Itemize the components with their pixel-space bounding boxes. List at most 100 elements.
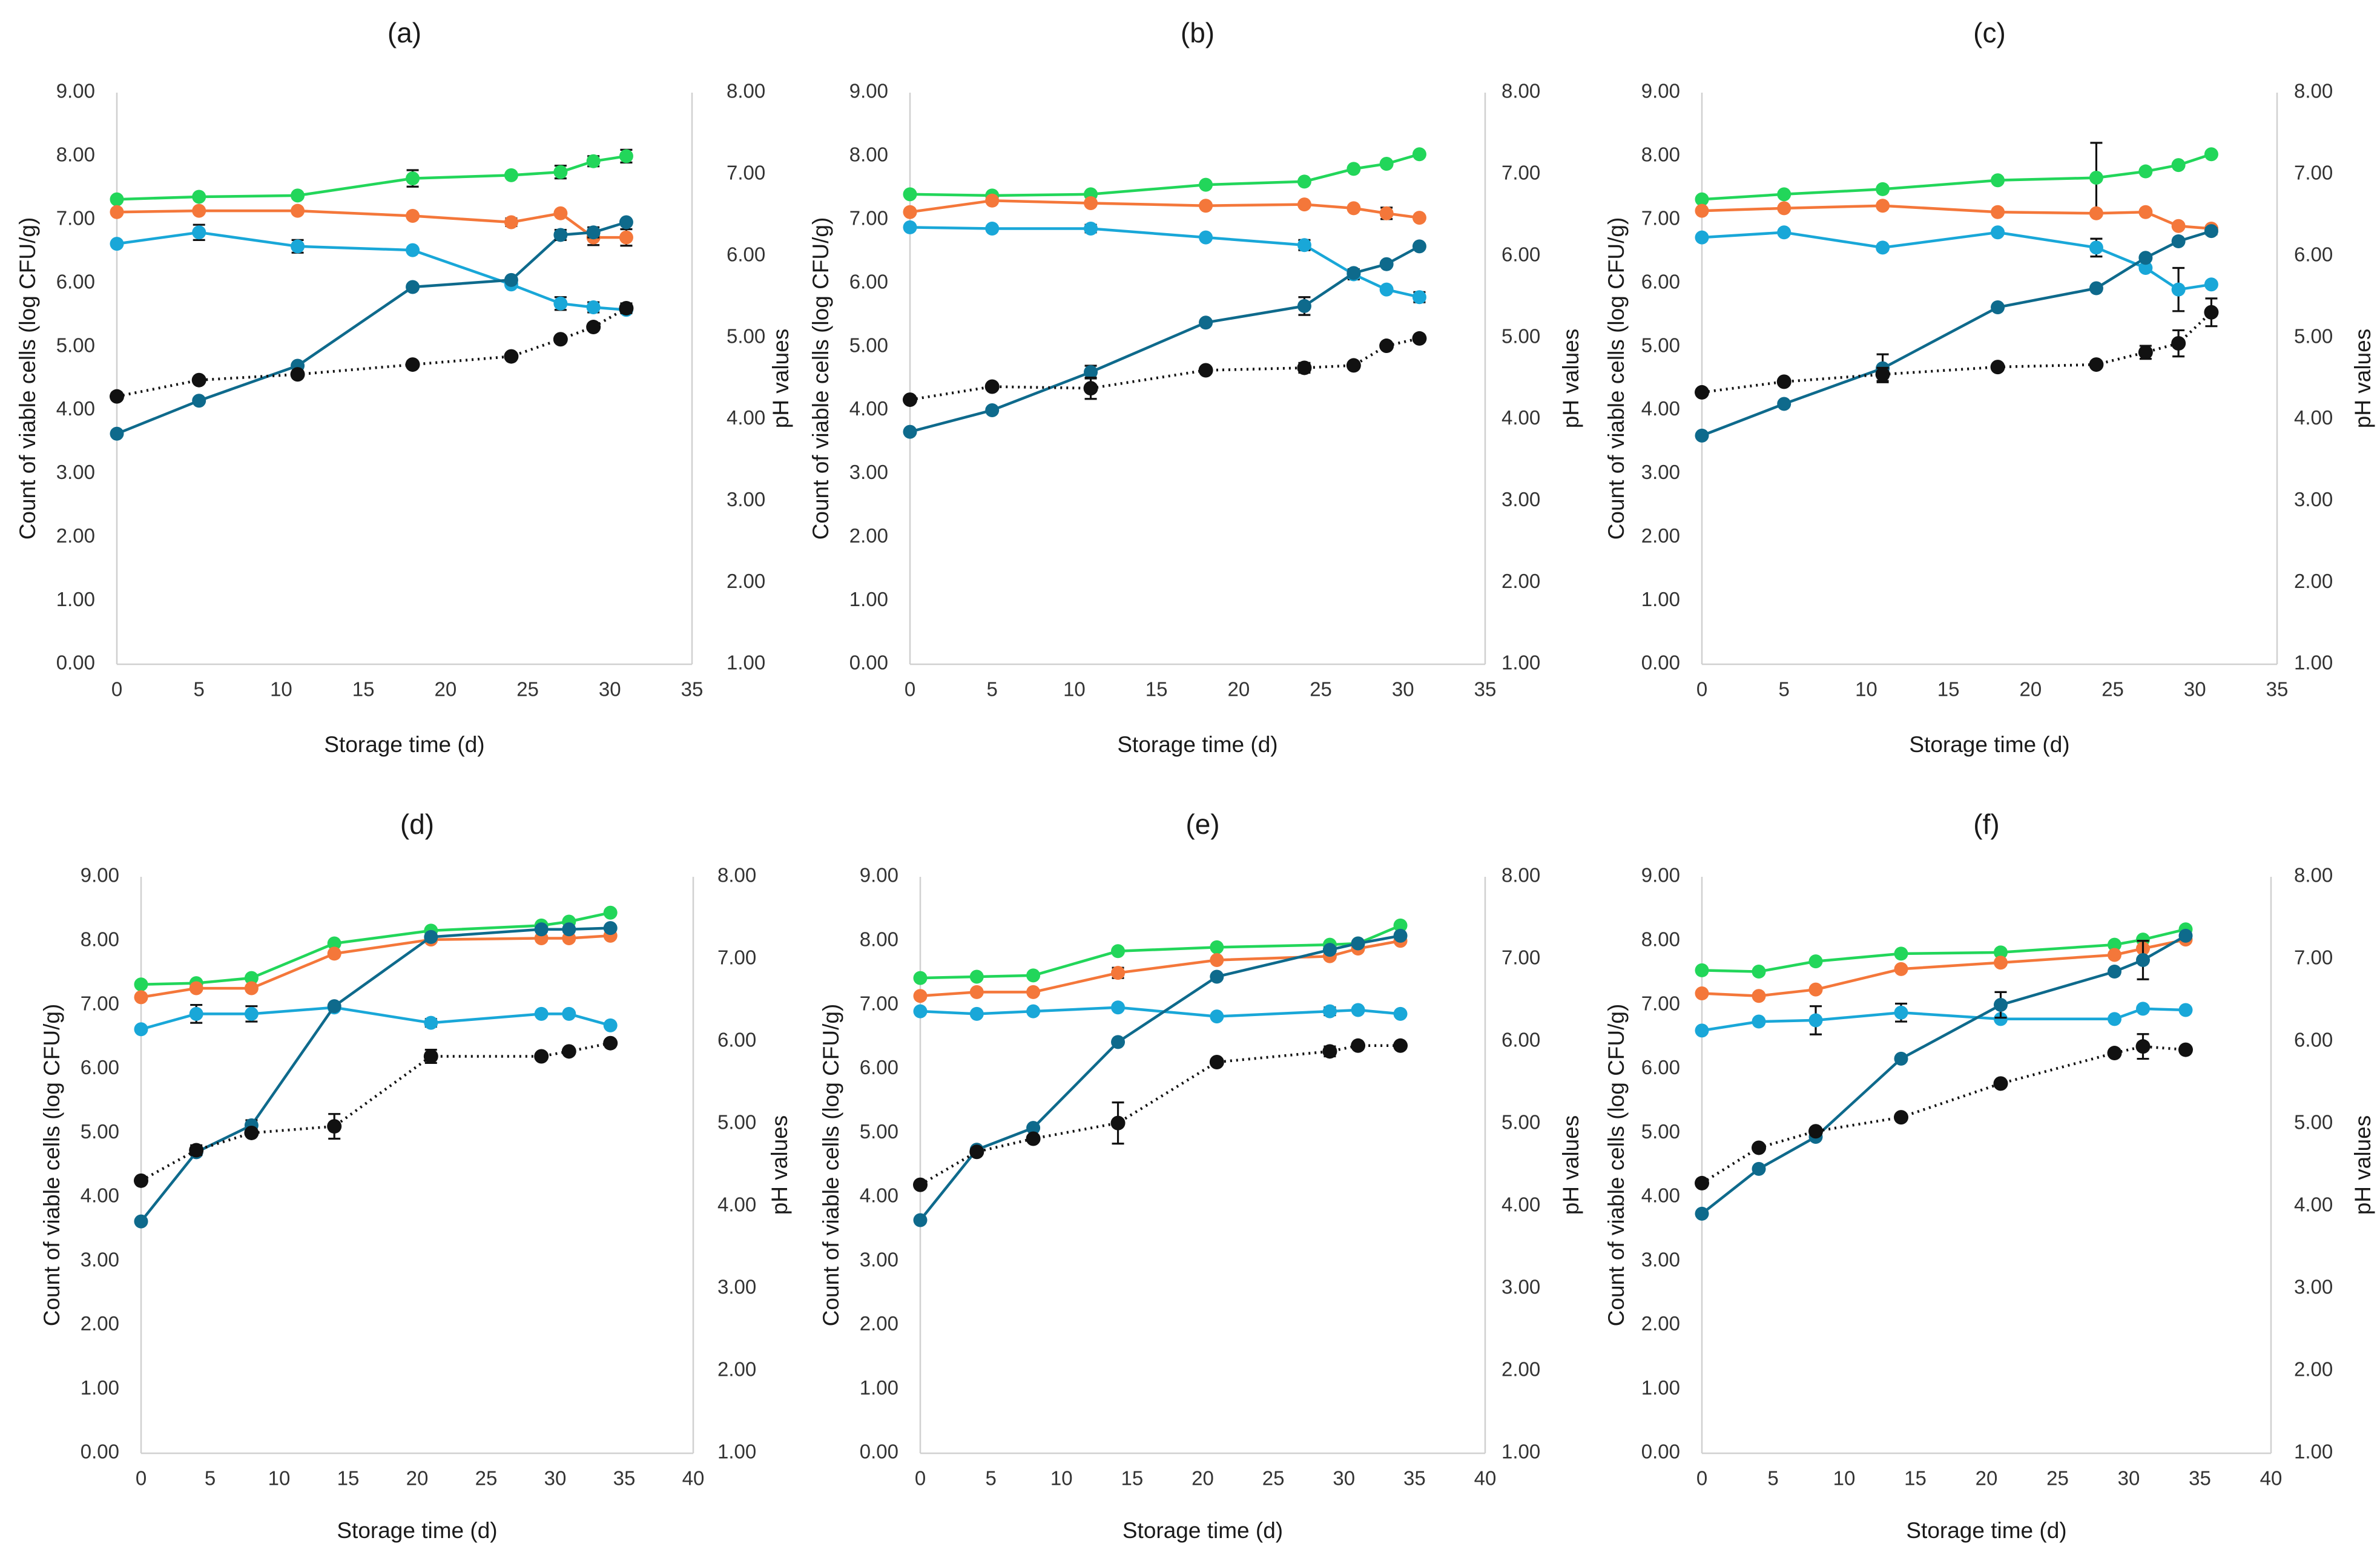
data-point-pH [1993,1076,2008,1091]
x-tick-label: 35 [613,1467,636,1490]
data-point-darkblue [2136,953,2150,968]
x-tick-label: 20 [1192,1467,1214,1490]
data-point-lightblue [2138,260,2153,275]
data-point-green [1894,946,1908,961]
data-point-pH [2171,336,2186,351]
data-point-darkblue [553,228,568,242]
data-point-pH [405,357,420,372]
data-point-green [1199,177,1213,192]
data-point-pH [1198,363,1213,378]
y-tick-label: 8.00 [1641,144,1680,166]
y2-tick-label: 5.00 [717,1111,756,1134]
x-tick-label: 35 [2189,1467,2211,1490]
y-tick-label: 4.00 [1641,397,1680,420]
data-point-pH [327,1119,342,1134]
y2-tick-label: 3.00 [2294,1276,2333,1298]
data-point-darkblue [1351,936,1365,951]
y2-tick-label: 8.00 [2294,864,2333,886]
data-point-green [913,971,928,985]
data-point-green [2204,147,2218,162]
y2-tick-label: 2.00 [717,1358,756,1381]
data-point-orange [985,193,1000,208]
series-darkblue [903,239,1426,439]
data-point-darkblue [1393,928,1408,943]
data-point-green [1297,174,1311,189]
x-tick-label: 30 [1392,678,1414,701]
x-tick-label: 25 [1310,678,1332,701]
data-point-green [1695,192,1709,206]
data-point-orange [1379,206,1394,220]
data-point-pH [1393,1038,1408,1053]
data-point-pH [1110,1115,1126,1131]
x-tick-label: 15 [1937,678,1960,701]
y2-tick-label: 4.00 [2294,406,2333,429]
data-point-lightblue [1026,1004,1041,1019]
data-point-green [406,171,420,186]
data-point-pH [1209,1055,1224,1069]
data-point-green [603,905,618,920]
x-tick-label: 10 [268,1467,291,1490]
panel-title-c: (c) [1973,17,2006,48]
data-point-pH [504,349,519,364]
y-tick-label: 3.00 [849,461,888,483]
y-tick-label: 9.00 [56,80,95,102]
data-point-pH [553,332,568,347]
data-point-lightblue [903,220,917,234]
data-point-lightblue [2136,1002,2150,1016]
data-point-lightblue [1876,240,1890,255]
y2-tick-label: 2.00 [2294,570,2333,592]
y-tick-label: 2.00 [56,524,95,547]
data-point-green [1026,968,1041,983]
data-point-darkblue [2108,965,2121,979]
data-point-green [1994,945,2008,960]
data-point-orange [1347,201,1361,216]
data-point-pH [1379,338,1394,354]
data-point-darkblue [1379,257,1394,271]
data-point-darkblue [1084,365,1098,380]
data-point-pH [1322,1044,1337,1059]
x-tick-label: 35 [2266,678,2289,701]
y2-tick-label: 3.00 [1502,1276,1540,1298]
y2-axis-label: pH values [2350,1115,2375,1215]
data-point-pH [2204,305,2219,320]
series-pH [1695,1033,2193,1190]
data-point-lightblue [110,237,124,251]
data-point-pH [110,389,124,404]
x-tick-label: 35 [681,678,704,701]
series-darkblue [1695,928,2193,1221]
x-tick-label: 15 [337,1467,360,1490]
series-darkblue [1695,224,2218,443]
x-tick-label: 20 [434,678,457,701]
series-line-pH [1701,311,2212,394]
data-point-lightblue [1351,1003,1365,1017]
data-point-darkblue [2178,928,2193,943]
y2-tick-label: 2.00 [1502,1358,1540,1381]
y-tick-label: 3.00 [56,461,95,483]
data-point-orange [1695,986,1709,1001]
data-point-darkblue [586,225,601,240]
data-point-lightblue [1379,282,1394,297]
data-point-orange [110,205,124,219]
data-point-lightblue [1210,1009,1224,1024]
x-tick-label: 40 [682,1467,705,1490]
series-line-green [116,154,627,201]
data-point-darkblue [1347,266,1361,280]
y2-tick-label: 6.00 [1502,1029,1540,1051]
data-point-orange [2108,948,2121,962]
y2-tick-label: 7.00 [1502,946,1540,969]
data-point-lightblue [969,1006,984,1021]
y-tick-label: 2.00 [849,524,888,547]
data-point-pH [189,1143,204,1158]
y-tick-label: 8.00 [849,144,888,166]
data-point-green [291,188,305,203]
y-axis-label: Count of viable cells (log CFU/g) [1604,1004,1629,1327]
x-tick-label: 10 [1063,678,1086,701]
x-tick-label: 5 [1779,678,1790,701]
x-axis-label: Storage time (d) [1909,732,2069,757]
y-tick-label: 6.00 [849,270,888,292]
y2-tick-label: 2.00 [2294,1358,2333,1381]
data-point-orange [903,205,917,219]
data-point-lightblue [1322,1004,1337,1019]
data-point-lightblue [2171,282,2186,297]
